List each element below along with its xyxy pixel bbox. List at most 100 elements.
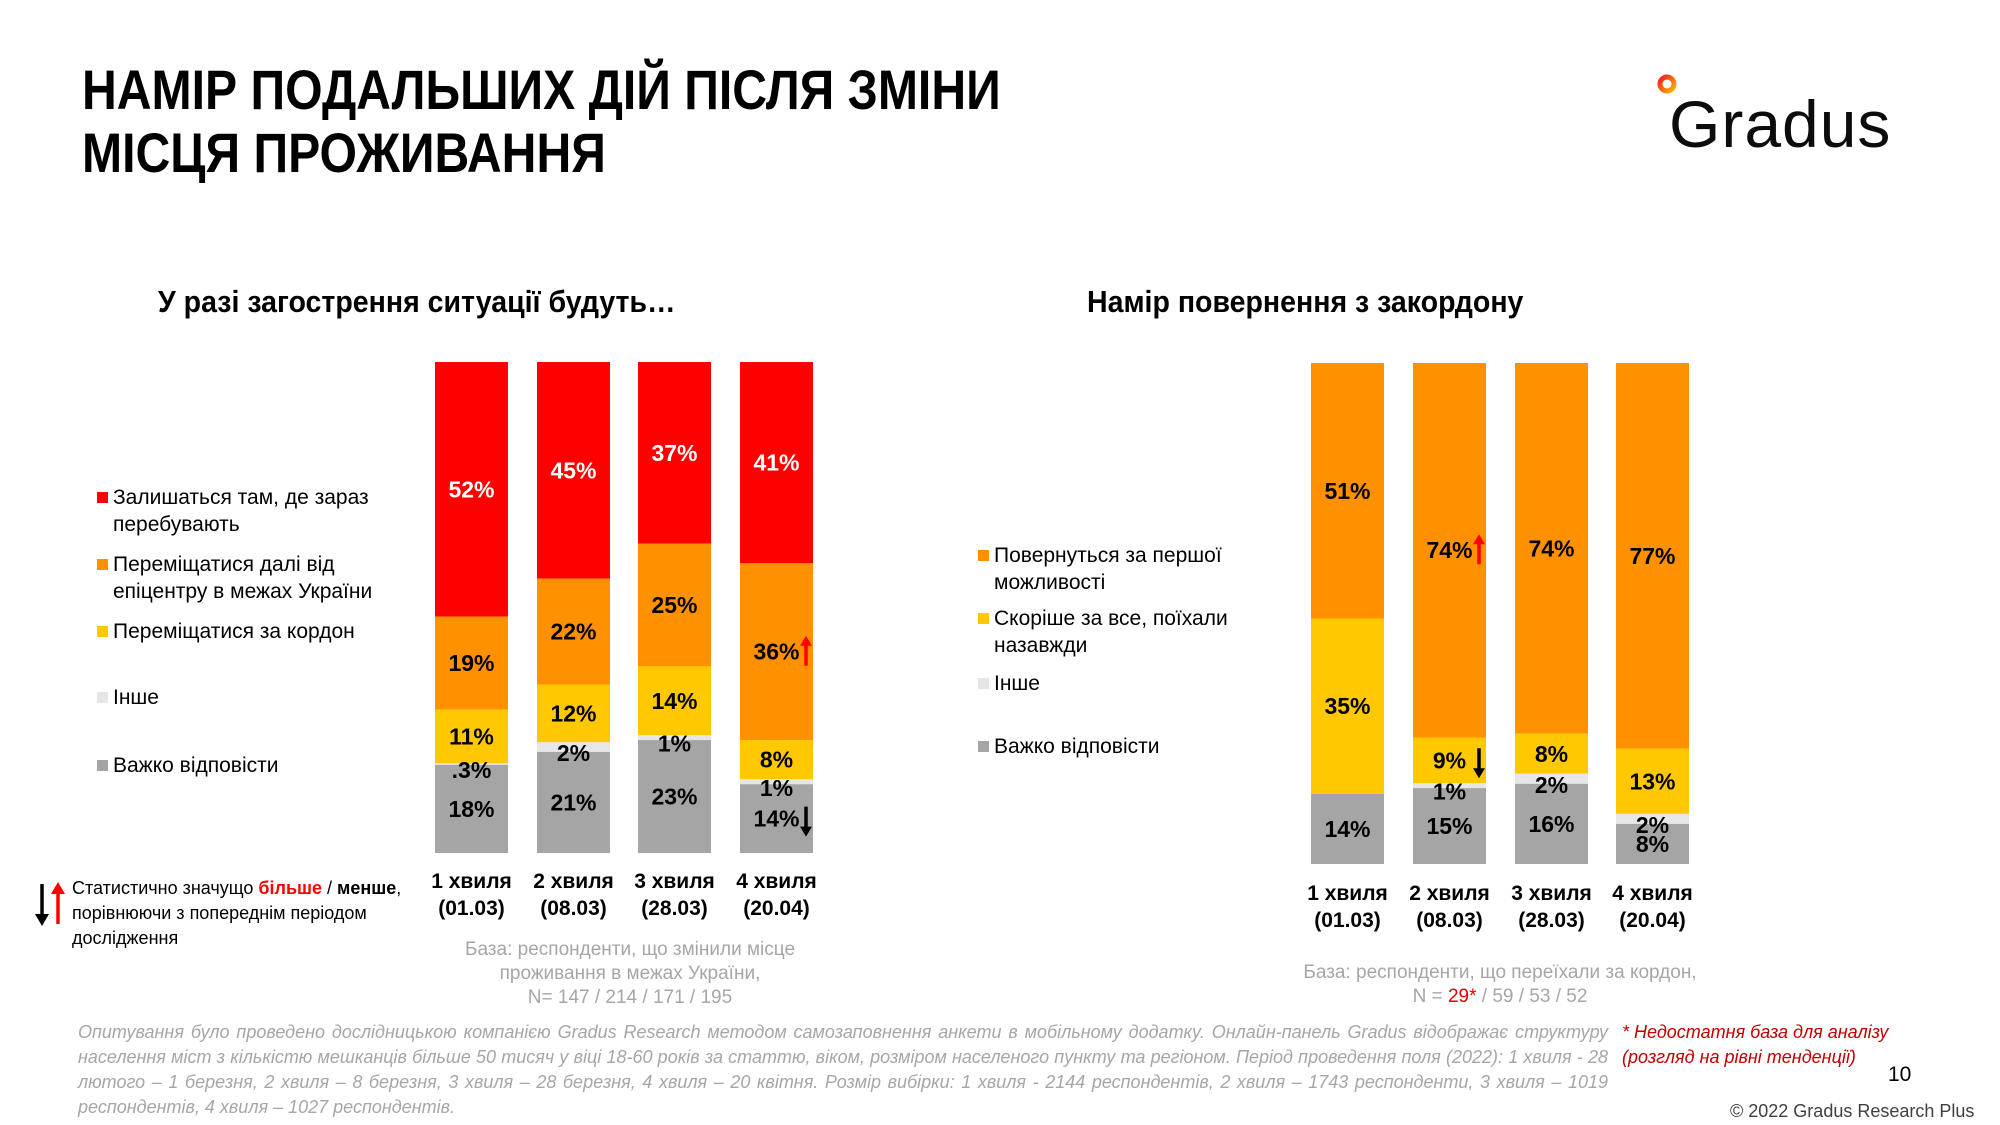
base-note-line: База: респонденти, що переїхали за кордо…: [1303, 962, 1697, 983]
x-tick-label: 3 хвиля (28.03): [634, 870, 715, 920]
chart-1-title: У разі загострення ситуації будуть…: [158, 284, 676, 319]
x-tick-label: 4 хвиля (20.04): [1612, 882, 1693, 932]
flagged-sample-size: 29*: [1447, 986, 1477, 1007]
x-tick-label: 1 хвиля (01.03): [431, 870, 512, 920]
chart-1-legend: Залишаться там, де зараз перебувають Перем…: [97, 0, 447, 777]
page-number: 10: [1888, 1063, 1912, 1086]
page-title-line-1: НАМІР ПОДАЛЬШИХ ДІЙ ПІСЛЯ ЗМІНИ: [82, 58, 1001, 121]
data-label: 8%: [1535, 741, 1568, 767]
bar-segment: [1311, 618, 1384, 794]
data-label: 74%: [1528, 535, 1574, 561]
data-label: 8%: [1636, 831, 1669, 857]
chart-2-bar-3: 74% 8% 2% 16%: [1515, 363, 1588, 864]
bar-segment: [1311, 363, 1384, 619]
data-label: 37%: [651, 440, 697, 466]
data-label: 12%: [550, 700, 596, 726]
significance-arrows-icon: [35, 882, 65, 926]
data-label: 45%: [550, 457, 596, 483]
bar-segment: [638, 362, 711, 544]
insufficient-note-line: (розгляд на рівні тенденції): [1622, 1047, 1856, 1067]
chart-2-bars: 51%35%14%74%9%1%15%74%8%2%16%77%13%2%8%: [1311, 363, 1689, 864]
chart-2-title: Намір повернення з закордону: [1087, 284, 1524, 319]
data-label: 2%: [1636, 812, 1669, 838]
base-note-line: N= 147 / 214 / 171 / 195: [527, 987, 733, 1008]
significance-legend-text: Статистично значущо більше / менше, порі…: [72, 878, 402, 948]
legend-swatch: [97, 559, 108, 570]
data-label: 35%: [1324, 693, 1370, 719]
data-label: 13%: [1629, 768, 1675, 794]
logo-ring-icon: [1657, 74, 1677, 94]
data-label: 11%: [449, 723, 494, 749]
legend-label: Повернуться за першої можливості: [994, 544, 1222, 594]
legend-label: Переміщатися за кордон: [113, 620, 355, 643]
bar-segment: [1616, 748, 1689, 814]
bar-segment: [1515, 363, 1588, 734]
data-label: 41%: [753, 450, 799, 476]
bar-segment: [638, 735, 711, 741]
bar-segment: [435, 362, 508, 617]
data-label: 1%: [658, 731, 691, 757]
legend-label: Залишаться там, де зараз перебувають: [113, 486, 369, 536]
chart-1-bar-3: 37% 25% 14% 1% 23%: [638, 362, 711, 853]
x-tick-label: 2 хвиля (08.03): [533, 870, 614, 920]
chart-2-legend: Повернуться за першої можливості Скоріше з…: [978, 0, 1328, 758]
significant-decrease-icon: [1473, 748, 1485, 779]
legend-swatch: [978, 678, 989, 689]
gradus-logo: Gradus: [1655, 72, 1925, 162]
data-label: 1%: [760, 775, 793, 801]
data-label: 36%: [753, 639, 799, 665]
base-note-line: База: респонденти, що змінили місце: [464, 939, 796, 960]
bar-segment: [1413, 363, 1486, 738]
data-label: 52%: [448, 476, 494, 502]
bar-segment: [638, 666, 711, 736]
legend-label: Важко відповісти: [113, 754, 279, 777]
chart-1-bar-2: 45% 22% 12% 2% 21%: [537, 362, 610, 853]
bar-segment: [537, 362, 610, 579]
data-label: 21%: [550, 789, 596, 815]
data-label: 2%: [1535, 772, 1568, 798]
data-label: 8%: [760, 747, 793, 773]
data-label: 18%: [448, 796, 494, 822]
bar-segment: [1413, 788, 1486, 864]
significant-increase-icon: [1473, 534, 1485, 565]
legend-label: Скоріше за все, поїхали назавжди: [994, 607, 1228, 657]
chart-1-base-note: База: респонденти, що змінили місце прож…: [420, 938, 840, 1010]
significant-decrease-icon: [800, 806, 812, 837]
chart-2-base-note: База: респонденти, що переїхали за кордо…: [1270, 961, 1730, 1009]
data-label: 23%: [651, 784, 697, 810]
bar-segment: [638, 543, 711, 667]
bar-segment: [740, 779, 813, 785]
bar-segment: [537, 578, 610, 685]
chart-1-bar-1: 52% 19% 11% .3% 18%: [435, 362, 508, 853]
data-label: 9%: [1433, 747, 1466, 773]
bar-segment: [1413, 783, 1486, 789]
data-label: 51%: [1324, 478, 1370, 504]
x-tick-label: 1 хвиля (01.03): [1307, 882, 1388, 932]
bar-segment: [1515, 733, 1588, 774]
legend-label: Інше: [113, 686, 159, 709]
bar-segment: [1413, 737, 1486, 784]
legend-label: Важко відповісти: [994, 735, 1160, 758]
data-label: 16%: [1528, 811, 1574, 837]
chart-2-bar-2: 74% 9% 1% 15%: [1413, 363, 1486, 864]
data-label: 14%: [651, 688, 697, 714]
chart-1-bars: 52% 19% 11% .3% 18% 45% 22% 12% 2% 21% 37% 25% 14% 1%…: [435, 362, 813, 853]
legend-swatch: [978, 741, 989, 752]
data-label: 14%: [1324, 816, 1370, 842]
data-label: 15%: [1426, 813, 1472, 839]
chart-2-bar-4: 77% 13% 2%8%: [1616, 363, 1689, 864]
legend-label: Інше: [994, 672, 1040, 695]
chart-1-bar-4: 41% 36% 8%1% 14%: [740, 362, 813, 853]
bar-segment: [1616, 823, 1689, 864]
insufficient-base-note: * Недостатня база для аналізу (розгляд н…: [1622, 1020, 1888, 1070]
legend-swatch: [97, 492, 108, 503]
data-label: 74%: [1426, 537, 1472, 563]
x-tick-label: 4 хвиля (20.04): [736, 870, 817, 920]
base-note-sample-sizes: N = 29* / 59 / 53 / 52: [1412, 986, 1588, 1007]
x-tick-label: 2 хвиля (08.03): [1409, 882, 1490, 932]
data-label: 1%: [1433, 779, 1466, 805]
significance-less-label: менше: [337, 878, 397, 898]
bar-segment: [435, 709, 508, 764]
bar-segment: [740, 784, 813, 853]
